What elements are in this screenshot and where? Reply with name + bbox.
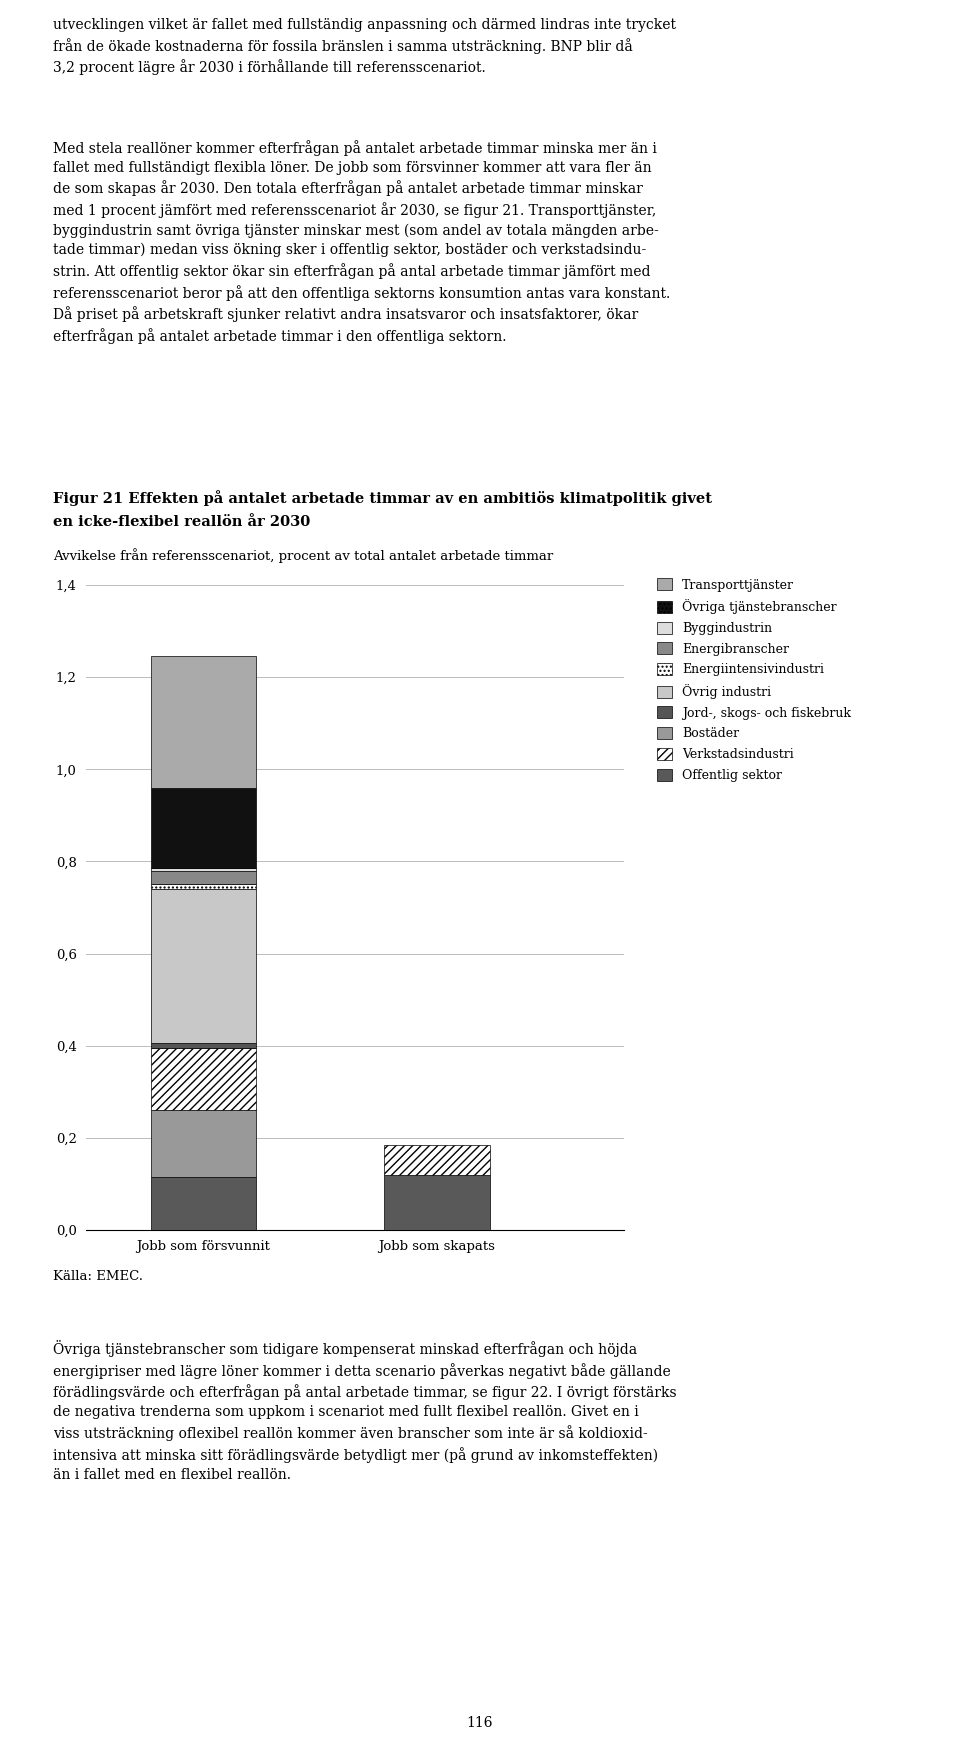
Bar bbox=[151, 1111, 256, 1178]
Bar bbox=[384, 1144, 490, 1174]
Text: Övriga tjänstebranscher som tidigare kompenserat minskad efterfrågan och höjda
e: Övriga tjänstebranscher som tidigare kom… bbox=[53, 1341, 677, 1481]
Bar bbox=[384, 1174, 490, 1230]
Bar bbox=[151, 1044, 256, 1048]
Bar bbox=[151, 870, 256, 885]
Bar bbox=[151, 885, 256, 890]
Text: Avvikelse från referensscenariot, procent av total antalet arbetade timmar: Avvikelse från referensscenariot, procen… bbox=[53, 548, 553, 563]
Bar bbox=[151, 890, 256, 1044]
Text: Källa: EMEC.: Källa: EMEC. bbox=[53, 1271, 143, 1283]
Bar bbox=[151, 1048, 256, 1111]
Text: en icke-flexibel reallön år 2030: en icke-flexibel reallön år 2030 bbox=[53, 514, 310, 528]
Bar bbox=[151, 788, 256, 869]
Bar bbox=[151, 656, 256, 788]
Bar bbox=[151, 869, 256, 870]
Text: Figur 21 Effekten på antalet arbetade timmar av en ambitiös klimatpolitik givet: Figur 21 Effekten på antalet arbetade ti… bbox=[53, 490, 711, 505]
Text: 116: 116 bbox=[467, 1716, 493, 1730]
Text: Med stela reallöner kommer efterfrågan på antalet arbetade timmar minska mer än : Med stela reallöner kommer efterfrågan p… bbox=[53, 140, 670, 344]
Text: utvecklingen vilket är fallet med fullständig anpassning och därmed lindras inte: utvecklingen vilket är fallet med fullst… bbox=[53, 18, 676, 75]
Legend: Transporttjänster, Övriga tjänstebranscher, Byggindustrin, Energibranscher, Ener: Transporttjänster, Övriga tjänstebransch… bbox=[658, 579, 852, 781]
Bar bbox=[151, 1178, 256, 1230]
